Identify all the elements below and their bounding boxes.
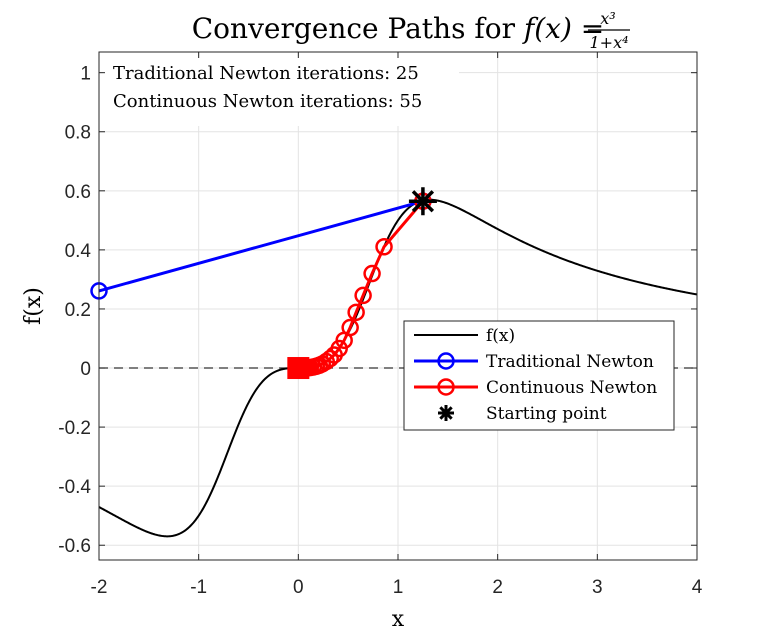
chart-title-func: f(x) = (522, 12, 604, 45)
title-denominator: 1+x⁴ (589, 33, 628, 52)
title-numerator: x³ (600, 9, 615, 28)
y-tick-label: 0.4 (65, 241, 92, 262)
x-axis-label: x (392, 607, 405, 632)
x-tick-label: 4 (692, 577, 703, 598)
x-tick-label: 1 (393, 577, 404, 598)
y-axis-label: f(x) (21, 287, 46, 325)
series-fx-line (98, 198, 698, 538)
iteration-annotation: Traditional Newton iterations: 25 Contin… (103, 56, 459, 126)
annotation-traditional: Traditional Newton iterations: 25 (113, 63, 419, 84)
y-tick-label: 0.2 (65, 300, 91, 321)
continuous-newton-point (354, 286, 372, 305)
x-tick-label: 3 (592, 577, 603, 598)
series-layer (90, 187, 698, 538)
legend-label: Traditional Newton (486, 352, 654, 372)
legend: f(x) Traditional Newton Continuous Newton S… (403, 320, 675, 431)
legend-label: Continuous Newton (486, 378, 657, 398)
continuous-newton-point (363, 264, 381, 283)
series-traditional-newton-line (98, 199, 424, 293)
y-tick-label: -0.4 (58, 477, 91, 498)
x-tick-label: 0 (293, 577, 304, 598)
legend-asterisk-marker-stroke (439, 406, 453, 420)
chart-title: Convergence Paths for f(x) = (192, 12, 604, 45)
x-tick-label: -1 (190, 577, 207, 598)
continuous-newton-endpoint (287, 357, 310, 380)
y-tick-label: -0.2 (58, 418, 91, 439)
y-tick-label: -0.6 (58, 536, 91, 557)
legend-asterisk-marker (438, 405, 454, 421)
legend-circle-marker (437, 378, 455, 396)
y-tick-label: 1 (80, 64, 91, 85)
y-tick-label: 0 (80, 359, 91, 380)
continuous-newton-point (347, 303, 365, 322)
continuous-newton-point (375, 238, 393, 256)
y-tick-label: 0.8 (65, 123, 91, 144)
x-tick-label: 2 (492, 577, 503, 598)
axis-ticks: -2 -1 0 1 2 3 4 -0.6 -0.4 -0.2 0 0.2 0.4 0.6 0.8 1 (58, 52, 703, 598)
legend-label: Starting point (486, 404, 607, 424)
annotation-background (103, 56, 459, 126)
y-tick-label: 0.6 (65, 182, 91, 203)
x-tick-label: -2 (91, 577, 108, 598)
legend-circle-marker (437, 352, 455, 370)
chart-title-prefix: Convergence Paths for (192, 12, 524, 45)
chart-title-fraction: x³ 1+x⁴ (588, 9, 630, 52)
starting-point-marker-stroke (411, 190, 435, 213)
starting-point-marker (408, 187, 437, 216)
annotation-continuous: Continuous Newton iterations: 55 (113, 91, 422, 112)
legend-label: f(x) (486, 326, 515, 346)
